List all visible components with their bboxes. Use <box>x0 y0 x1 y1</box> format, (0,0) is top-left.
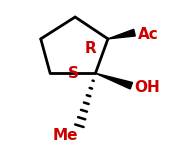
Text: S: S <box>68 66 79 81</box>
Polygon shape <box>95 73 132 89</box>
Text: R: R <box>85 41 97 56</box>
Text: OH: OH <box>135 80 160 95</box>
Polygon shape <box>108 29 135 39</box>
Text: Me: Me <box>53 128 79 143</box>
Text: Ac: Ac <box>138 27 158 42</box>
